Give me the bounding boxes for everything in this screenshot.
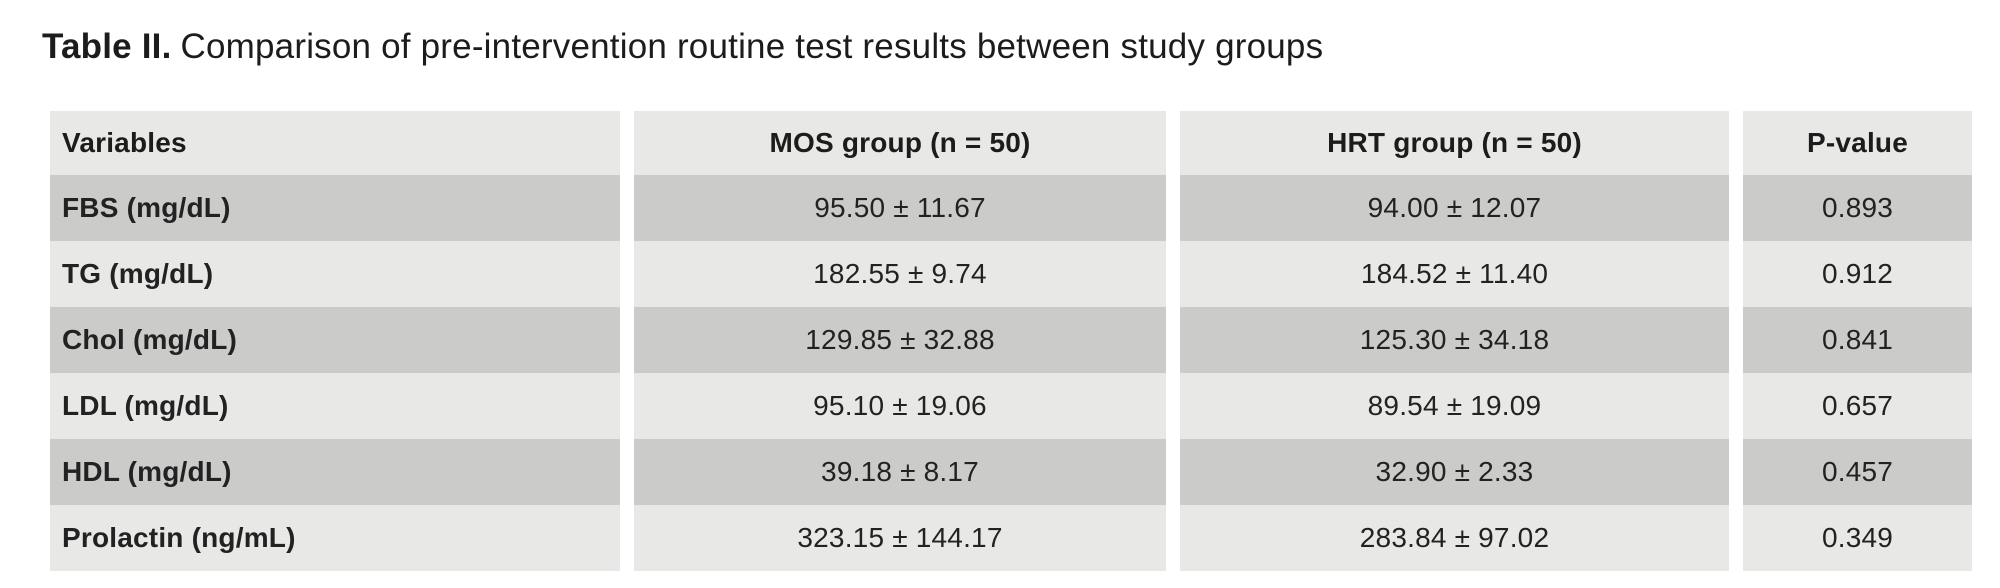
row-fbs-mos-value: 95.50 ± 11.67 bbox=[634, 175, 1166, 241]
row-tg-variable: TG (mg/dL) bbox=[50, 241, 620, 307]
row-ldl-hrt-value: 89.54 ± 19.09 bbox=[1180, 373, 1729, 439]
row-prolactin-hrt-value: 283.84 ± 97.02 bbox=[1180, 505, 1729, 571]
row-hdl-variable: HDL (mg/dL) bbox=[50, 439, 620, 505]
row-fbs-hrt-value: 94.00 ± 12.07 bbox=[1180, 175, 1729, 241]
row-fbs-p-value: 0.893 bbox=[1743, 175, 1972, 241]
row-ldl-variable: LDL (mg/dL) bbox=[50, 373, 620, 439]
table-caption-label: Table II. bbox=[42, 27, 172, 66]
row-prolactin-mos-value: 323.15 ± 144.17 bbox=[634, 505, 1166, 571]
header-cell-variables: Variables bbox=[50, 111, 620, 175]
header-cell-hrt-group: HRT group (n = 50) bbox=[1180, 111, 1729, 175]
row-chol-hrt-value: 125.30 ± 34.18 bbox=[1180, 307, 1729, 373]
row-ldl-mos-value: 95.10 ± 19.06 bbox=[634, 373, 1166, 439]
row-tg-mos-value: 182.55 ± 9.74 bbox=[634, 241, 1166, 307]
header-cell-mos-group: MOS group (n = 50) bbox=[634, 111, 1166, 175]
row-hdl-mos-value: 39.18 ± 8.17 bbox=[634, 439, 1166, 505]
row-tg-p-value: 0.912 bbox=[1743, 241, 1972, 307]
row-tg-hrt-value: 184.52 ± 11.40 bbox=[1180, 241, 1729, 307]
row-prolactin-p-value: 0.349 bbox=[1743, 505, 1972, 571]
row-prolactin-variable: Prolactin (ng/mL) bbox=[50, 505, 620, 571]
row-chol-mos-value: 129.85 ± 32.88 bbox=[634, 307, 1166, 373]
row-chol-variable: Chol (mg/dL) bbox=[50, 307, 620, 373]
row-hdl-p-value: 0.457 bbox=[1743, 439, 1972, 505]
row-hdl-hrt-value: 32.90 ± 2.33 bbox=[1180, 439, 1729, 505]
comparison-table: Variables MOS group (n = 50) HRT group (… bbox=[50, 111, 1972, 571]
row-fbs-variable: FBS (mg/dL) bbox=[50, 175, 620, 241]
table-caption: Table II. Comparison of pre-intervention … bbox=[42, 26, 1323, 68]
row-ldl-p-value: 0.657 bbox=[1743, 373, 1972, 439]
table-caption-text: Comparison of pre-intervention routine t… bbox=[180, 27, 1324, 66]
header-cell-p-value: P-value bbox=[1743, 111, 1972, 175]
row-chol-p-value: 0.841 bbox=[1743, 307, 1972, 373]
